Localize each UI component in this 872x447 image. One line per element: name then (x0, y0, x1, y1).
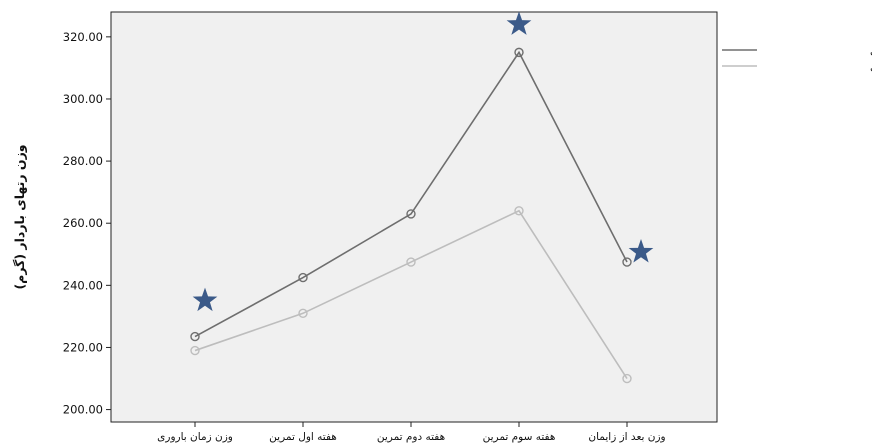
data-point (406, 257, 416, 267)
data-point (622, 257, 632, 267)
significance-star (506, 11, 532, 35)
series-layer (190, 47, 632, 384)
data-point (298, 272, 308, 283)
data-point (514, 47, 524, 58)
y-tick-label: 200.00 (63, 403, 103, 417)
data-point (622, 373, 632, 384)
x-tick-label: هفته دوم تمرین (377, 431, 445, 443)
x-tick-label: هفته سوم تمرین (483, 431, 556, 443)
significance-star (628, 239, 654, 263)
y-tick-label: 240.00 (63, 278, 103, 292)
significance-star (192, 287, 218, 312)
legend-label: گروه کنترل (870, 60, 872, 73)
series-line (194, 209, 628, 379)
y-tick-label: 320.00 (63, 30, 103, 44)
x-tick-label: وزن بعد از زایمان (588, 431, 665, 443)
significance-markers (192, 11, 654, 312)
y-tick-label: 220.00 (63, 340, 103, 354)
y-tick-label: 260.00 (63, 216, 103, 230)
series-line (194, 50, 628, 338)
data-point (298, 308, 308, 318)
y-axis-label: وزن رتهای باردار (گرم) (12, 144, 28, 289)
data-point (190, 331, 200, 342)
data-point (514, 206, 524, 216)
data-point (406, 209, 416, 219)
legend-label: گروه تمرین بارداری (870, 44, 872, 57)
data-point (190, 345, 200, 356)
legend: گروه تمرین بارداری گروه کنترل (722, 44, 872, 73)
x-axis: وزن زمان باروری هفته اول تمرین هفته دوم تم… (157, 422, 666, 443)
y-tick-label: 300.00 (63, 92, 103, 106)
x-tick-label: وزن زمان باروری (157, 431, 233, 443)
x-tick-label: هفته اول تمرین (269, 431, 337, 443)
y-tick-label: 280.00 (63, 154, 103, 168)
y-axis: 200.00 220.00 240.00 260.00 280.00 300.00 320.… (63, 30, 111, 417)
